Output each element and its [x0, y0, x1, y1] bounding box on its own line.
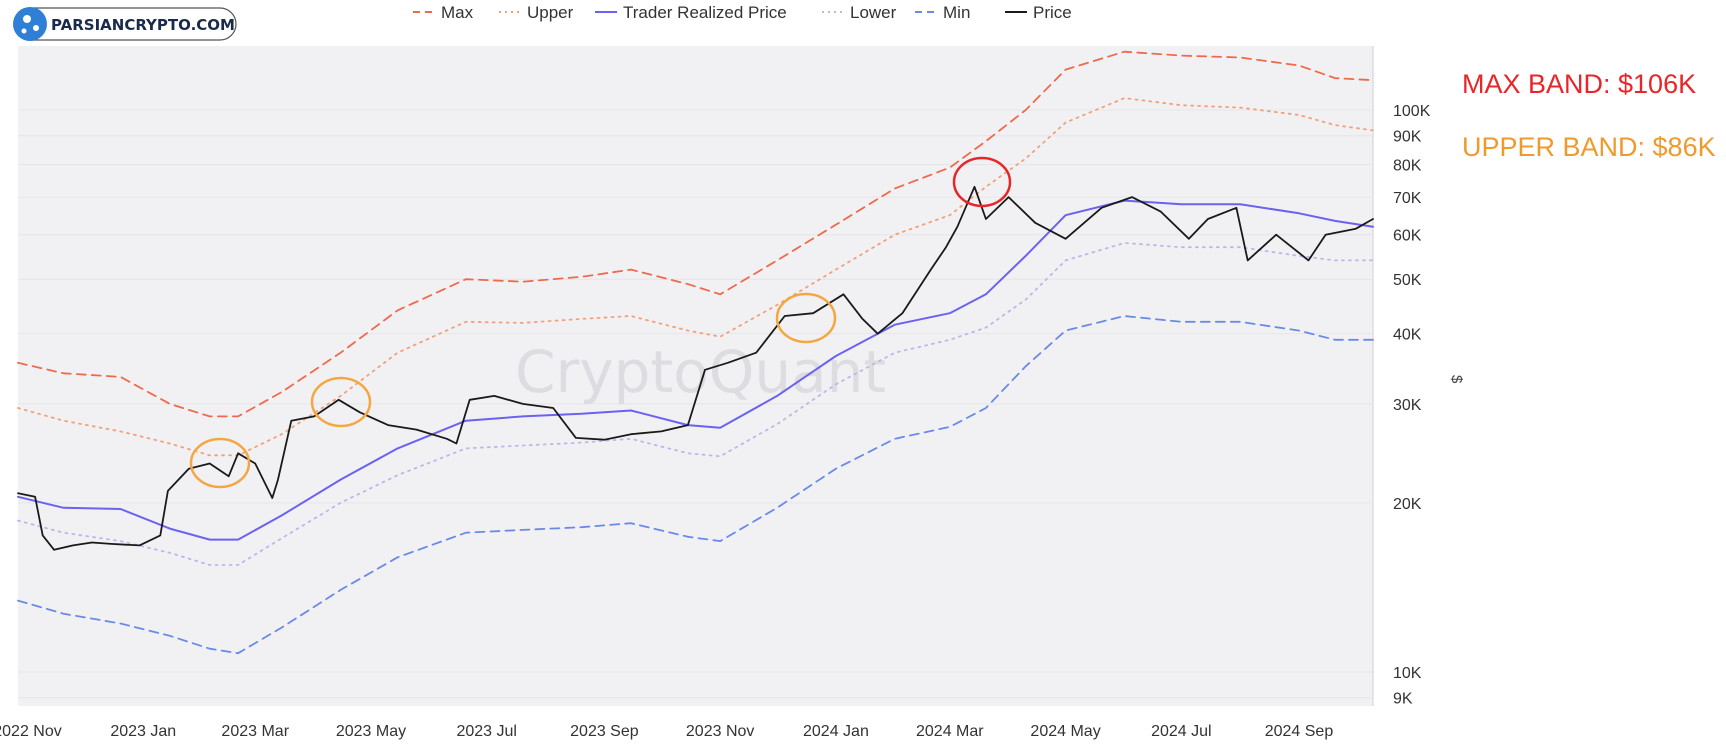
x-tick-label-2024-jul: 2024 Jul — [1151, 723, 1212, 740]
legend-item-lower[interactable]: Lower — [822, 3, 897, 22]
legend[interactable]: Max Upper Trader Realized Price Lower Min Pri… — [413, 3, 1072, 22]
series-layer — [17, 50, 1374, 655]
y-tick-label-9k: 9K — [1393, 691, 1413, 708]
series-line-lower — [17, 242, 1374, 566]
x-axis-ticks: 2022 Nov 2023 Jan 2023 Mar 2023 May 2023 Jul… — [0, 723, 1333, 740]
logo-text: PARSIANCRYPTO.COM — [51, 16, 235, 34]
legend-label: Max — [441, 3, 474, 22]
series-line-min — [17, 315, 1374, 655]
y-tick-label-40k: 40K — [1393, 327, 1422, 344]
highlight-circles — [189, 156, 1012, 489]
legend-label: Price — [1033, 3, 1072, 22]
x-tick-label-2023-jul: 2023 Jul — [456, 723, 517, 740]
series-line-upper — [17, 97, 1374, 457]
legend-item-min[interactable]: Min — [915, 3, 970, 22]
legend-item-max[interactable]: Max — [413, 3, 474, 22]
logo-icon-node — [23, 15, 31, 23]
y-tick-label-30k: 30K — [1393, 397, 1422, 414]
legend-label: Trader Realized Price — [623, 3, 787, 22]
highlight-circle-red — [952, 156, 1012, 208]
watermark: CryptoQuant — [515, 338, 886, 406]
y-tick-label-70k: 70K — [1393, 190, 1422, 207]
legend-label: Upper — [527, 3, 574, 22]
legend-item-trader-realized-price[interactable]: Trader Realized Price — [595, 3, 787, 22]
series-line-max — [17, 50, 1374, 418]
legend-item-price[interactable]: Price — [1005, 3, 1072, 22]
x-tick-label-2023-nov: 2023 Nov — [686, 723, 755, 740]
upper-band-annotation: UPPER BAND: $86K — [1462, 132, 1716, 162]
y-tick-label-10k: 10K — [1393, 665, 1422, 682]
legend-item-upper[interactable]: Upper — [499, 3, 574, 22]
y-tick-label-80k: 80K — [1393, 157, 1422, 174]
legend-label: Lower — [850, 3, 897, 22]
logo-icon-node — [33, 25, 39, 31]
x-tick-label-2022-nov: 2022 Nov — [0, 723, 62, 740]
logo-icon — [13, 7, 47, 41]
y-tick-label-90k: 90K — [1393, 129, 1422, 146]
x-tick-label-2023-mar: 2023 Mar — [221, 723, 289, 740]
plot-area — [18, 46, 1373, 706]
logo-icon-node — [21, 28, 27, 34]
highlight-circle-orange-3 — [775, 292, 837, 344]
x-tick-label-2024-jan: 2024 Jan — [803, 723, 869, 740]
highlight-circle-orange-2 — [310, 376, 372, 428]
logo-badge[interactable]: PARSIANCRYPTO.COM — [13, 7, 237, 41]
y-axis-label: $ — [1448, 375, 1465, 384]
x-tick-label-2024-sep: 2024 Sep — [1265, 723, 1334, 740]
y-tick-label-60k: 60K — [1393, 228, 1422, 245]
x-tick-label-2024-mar: 2024 Mar — [916, 723, 984, 740]
x-tick-label-2023-may: 2023 May — [336, 723, 406, 740]
y-axis-ticks: 100K 90K 80K 70K 60K 50K 40K 30K 20K 10K 9K — [1393, 103, 1431, 708]
y-tick-label-20k: 20K — [1393, 496, 1422, 513]
series-line-trader-realized-price — [17, 199, 1374, 541]
legend-label: Min — [943, 3, 970, 22]
grid-lines — [18, 109, 1373, 699]
max-band-annotation: MAX BAND: $106K — [1462, 69, 1696, 99]
x-tick-label-2024-may: 2024 May — [1030, 723, 1100, 740]
x-tick-label-2023-sep: 2023 Sep — [570, 723, 639, 740]
highlight-circle-orange-1 — [189, 437, 251, 489]
series-line-price — [17, 185, 1374, 551]
y-tick-label-100k: 100K — [1393, 103, 1431, 120]
x-tick-label-2023-jan: 2023 Jan — [110, 723, 176, 740]
y-tick-label-50k: 50K — [1393, 272, 1422, 289]
